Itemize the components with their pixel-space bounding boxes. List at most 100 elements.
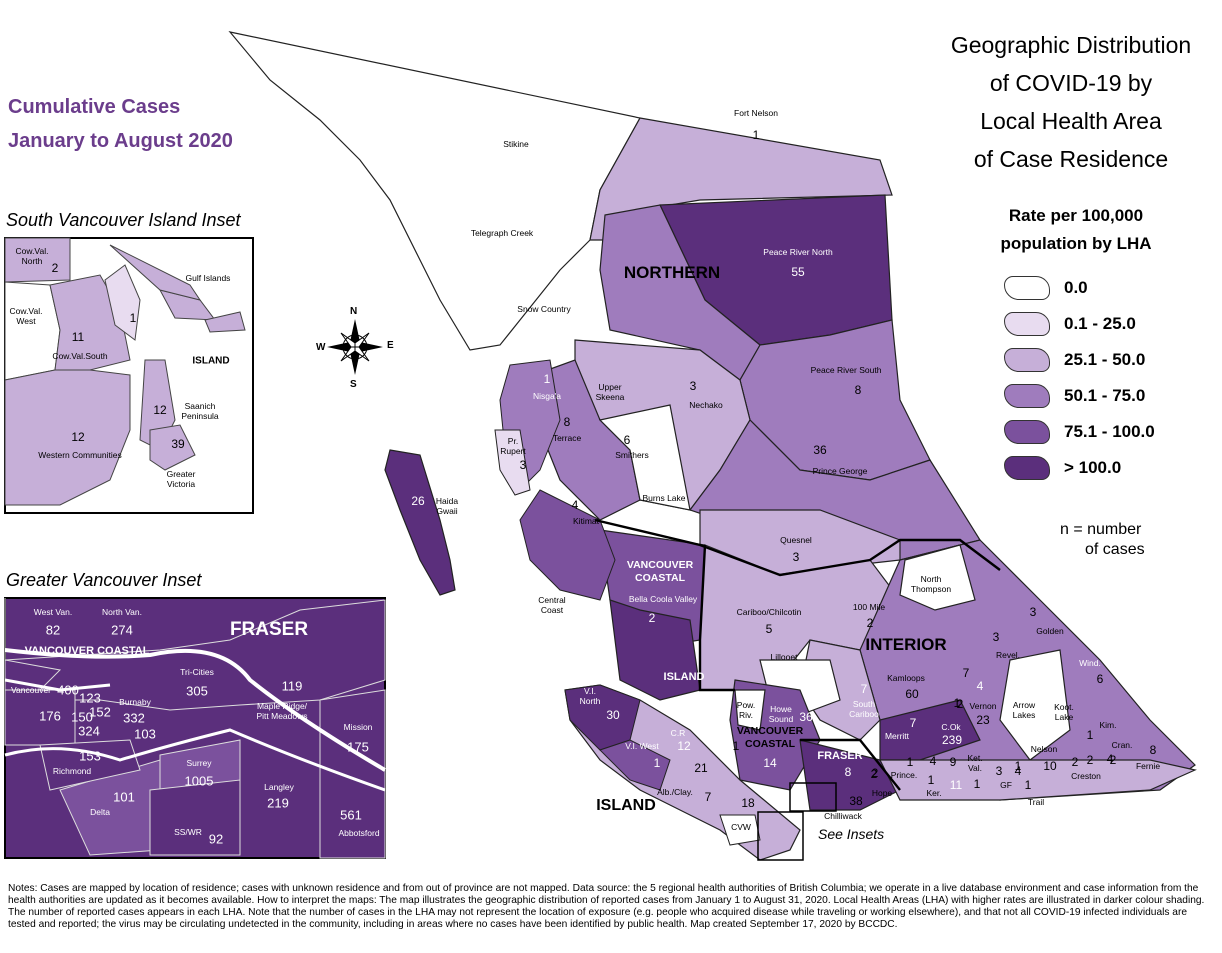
gv-count-west-van: 82 — [45, 622, 61, 638]
lha-label-nechako: Nechako — [689, 400, 723, 410]
svi-label-cow-val-south: Cow.Val.South — [52, 351, 108, 361]
svi-count-western-communities: 12 — [71, 430, 85, 444]
lha-count-pr-rupert: 3 — [519, 458, 527, 472]
lha-count: 7 — [962, 666, 970, 680]
lha-count-hope: 2 — [871, 766, 879, 780]
lha-label-south-cariboo: South Cariboo — [849, 699, 879, 719]
lha-label-creston: Creston — [1071, 771, 1101, 781]
lha-count: 2 — [956, 697, 964, 711]
boundary-fraser — [800, 738, 901, 791]
gv-count-abbotsford: 561 — [340, 807, 362, 823]
compass-w: W — [316, 342, 326, 353]
lha-label-chilliwack: Chilliwack — [824, 811, 862, 821]
boundary-interior-west — [698, 544, 735, 692]
legend-swatch — [1004, 276, 1050, 300]
svi-inset-title: South Vancouver Island Inset — [6, 210, 241, 230]
legend-label: 75.1 - 100.0 — [1064, 422, 1155, 441]
lha-label-cranbrook: Cran. — [1111, 740, 1133, 750]
legend-title-line: population by LHA — [1000, 234, 1152, 253]
gv-region-label-fraser: FRASER — [229, 619, 309, 640]
lha-count-revelstoke: 3 — [992, 630, 1000, 644]
gv-count-area: 123 — [79, 690, 101, 706]
subtitle-line: Cumulative Cases — [8, 96, 181, 118]
lha-label-kitimat: Kitimat — [573, 516, 599, 526]
lha-label-peace-river-north: Peace River North — [763, 247, 833, 257]
gv-count-burnaby: 332 — [123, 710, 145, 726]
svi-count-cow-val-south: 11 — [71, 330, 85, 344]
lha-count: 2 — [870, 767, 878, 781]
lha-label-cariboo-chilcotin: Cariboo/Chilcotin — [736, 607, 802, 617]
legend-label: 0.1 - 25.0 — [1064, 314, 1136, 333]
gv-count-surrey: 1005 — [184, 773, 214, 789]
lha-count: 11 — [949, 778, 963, 792]
lha-label-upper-skeena: Upper Skeena — [595, 382, 625, 402]
lha-count: 1 — [1014, 759, 1022, 773]
prince-rupert-region — [494, 429, 531, 496]
lha-count-quesnel: 3 — [792, 550, 800, 564]
legend-swatch — [1004, 312, 1050, 336]
lha-count-fernie: 8 — [1149, 743, 1157, 757]
gv-label-langley: Langley — [264, 782, 294, 792]
lha-label-keremeos: Ker. — [926, 788, 942, 798]
gv-region-label-vancouver-coastal: VANCOUVER COASTAL — [24, 645, 150, 657]
lha-label-nisgaa: Nisga'a — [532, 391, 562, 401]
lha-count: 21 — [694, 761, 708, 775]
lha-count-terrace: 8 — [563, 415, 571, 429]
lha-count: 4 — [976, 679, 984, 693]
legend-label: 25.1 - 50.0 — [1064, 350, 1146, 369]
lha-label-smithers: Smithers — [615, 450, 649, 460]
lha-count: 1 — [953, 696, 961, 710]
gv-count-area: 152 — [89, 704, 111, 720]
gv-count-ss-wr: 92 — [208, 831, 224, 847]
lha-label-arrow-lakes: Arrow Lakes — [1012, 700, 1036, 720]
lha-label-princeton: Prince. — [890, 770, 918, 780]
lha-count-trail: 1 — [1024, 778, 1032, 792]
lha-region-south-interior-strip — [879, 759, 1197, 801]
lha-count-chilliwack: 38 — [849, 794, 863, 808]
region-label-vancouver-coastal: VANCOUVER COASTAL — [627, 559, 693, 585]
gv-label-north-van: North Van. — [101, 607, 143, 617]
lha-count-merritt: 7 — [909, 716, 917, 730]
map-title: Geographic Distribution of COVID-19 by L… — [936, 26, 1206, 178]
legend-swatch — [1004, 348, 1050, 372]
lha-count: 14 — [763, 756, 777, 770]
svi-label-cow-val-north: Cow.Val. North — [15, 246, 49, 266]
lha-count-vi-west: 1 — [653, 756, 661, 770]
lha-count-princeton: 1 — [906, 755, 914, 769]
gv-count-north-van: 274 — [111, 622, 133, 638]
legend-label: > 100.0 — [1064, 458, 1122, 477]
lha-label-powell-river: Pow. Riv. — [736, 700, 756, 720]
lha-label-kimberley: Kim. — [1099, 720, 1117, 730]
lha-count: 2 — [1109, 753, 1117, 767]
gv-count-area: 176 — [39, 708, 61, 724]
lha-region-north-thompson — [899, 544, 976, 611]
lha-label-howe-sound: Howe Sound — [768, 704, 794, 724]
lha-label-snow-country: Snow Country — [517, 304, 571, 314]
lha-region-burns-lake — [598, 404, 691, 511]
lha-count-creston: 2 — [1086, 753, 1094, 767]
lha-label-burns-lake: Burns Lake — [642, 493, 686, 503]
lha-count-vernon: 23 — [976, 713, 990, 727]
lha-count-kamloops: 60 — [905, 687, 919, 701]
gv-label-tri-cities: Tri-Cities — [180, 667, 214, 677]
gv-count-delta: 101 — [113, 789, 135, 805]
haida-gwaii-island — [384, 449, 456, 596]
lha-count-golden: 3 — [1029, 605, 1037, 619]
lha-count-peace-river-north: 55 — [791, 265, 805, 279]
legend-item: > 100.0 — [1004, 450, 1176, 486]
lha-count-alberni-clayoquot: 7 — [704, 790, 712, 804]
lha-label-lillooet: Lillooet — [770, 652, 798, 662]
gv-count-richmond: 153 — [79, 748, 101, 764]
lha-count-smithers: 6 — [623, 433, 631, 447]
notes-footer: Notes: Cases are mapped by location of r… — [8, 883, 1205, 931]
lha-label-golden: Golden — [1036, 626, 1064, 636]
region-label-interior: INTERIOR — [865, 635, 947, 654]
vi-west-region — [599, 739, 671, 791]
legend-title-line: Rate per 100,000 — [1008, 206, 1144, 225]
gv-count-langley: 219 — [267, 795, 289, 811]
title-line: of Case Residence — [973, 146, 1169, 172]
lha-label-campbell-river: C.R — [670, 728, 686, 738]
legend: Rate per 100,000 population by LHA 0.0 0… — [976, 202, 1176, 486]
compass-s: S — [350, 379, 357, 390]
gv-count-maple-ridge: 119 — [281, 678, 303, 694]
